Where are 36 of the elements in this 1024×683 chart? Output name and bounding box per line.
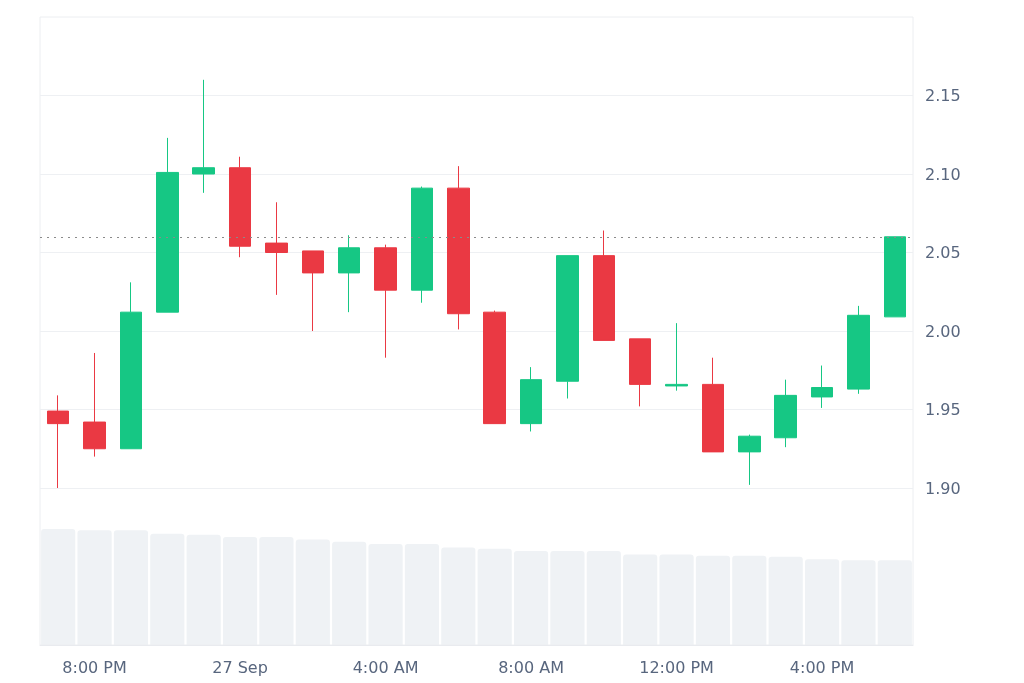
candlestick xyxy=(338,234,360,313)
x-tick-label: 8:00 AM xyxy=(498,657,564,677)
candlestick xyxy=(302,250,324,332)
candlestick xyxy=(811,365,833,409)
y-tick-label: 2.10 xyxy=(925,164,961,184)
candlestick xyxy=(411,186,433,304)
x-tick-label: 4:00 PM xyxy=(789,657,855,677)
candlestick xyxy=(120,281,142,450)
candlestick xyxy=(847,305,870,395)
candlestick xyxy=(447,165,470,330)
x-tick-label: 8:00 PM xyxy=(62,657,127,677)
candlestick xyxy=(483,310,506,425)
candlestick xyxy=(265,201,288,296)
candlestick xyxy=(192,79,215,194)
candlestick xyxy=(374,244,397,359)
candlestick xyxy=(593,230,615,341)
y-tick-label: 2.05 xyxy=(925,243,961,262)
candlestick xyxy=(665,322,688,392)
candlestick xyxy=(47,394,69,489)
y-tick-label: 1.95 xyxy=(925,400,961,419)
candlestick xyxy=(702,357,724,453)
candlestick xyxy=(556,255,579,400)
x-tick-label: 27 Sep xyxy=(212,657,268,677)
candlestick xyxy=(520,366,542,432)
candlestick xyxy=(774,379,797,448)
candlestick xyxy=(156,137,179,313)
y-tick-label: 1.90 xyxy=(925,478,961,498)
candlestick xyxy=(83,352,106,458)
y-tick-label: 2.15 xyxy=(925,86,961,105)
candlestick xyxy=(738,434,761,486)
candlestick xyxy=(229,156,251,258)
candlestick xyxy=(629,338,651,407)
y-tick-label: 2.00 xyxy=(925,321,961,341)
x-tick-label: 12:00 PM xyxy=(639,657,714,677)
x-tick-label: 4:00 AM xyxy=(352,657,419,677)
candlestick xyxy=(884,236,906,318)
